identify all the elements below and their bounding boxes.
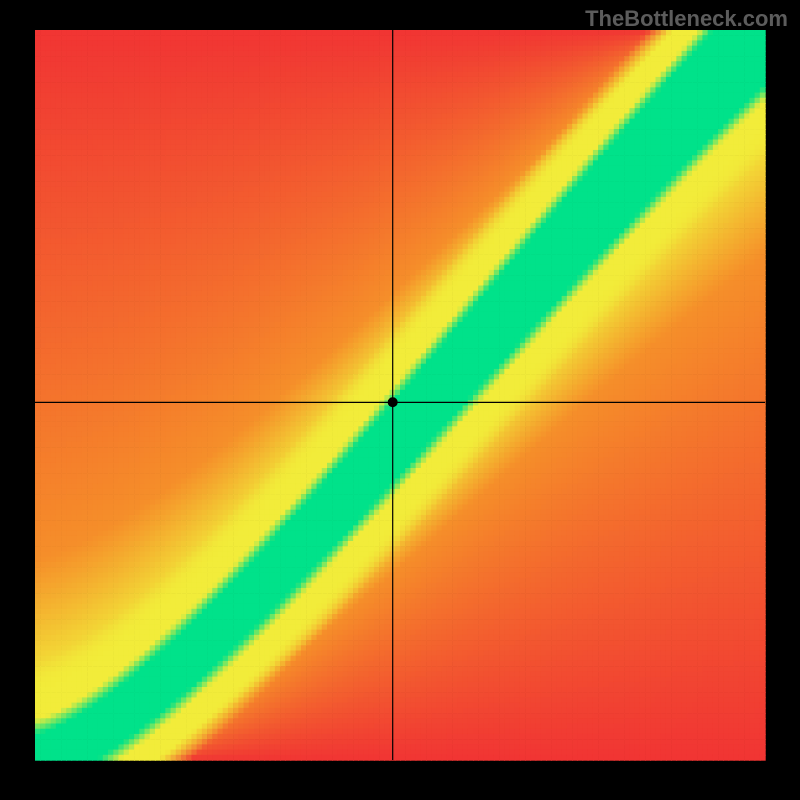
bottleneck-heatmap-canvas xyxy=(0,0,800,800)
watermark-text: TheBottleneck.com xyxy=(585,6,788,32)
chart-stage: TheBottleneck.com xyxy=(0,0,800,800)
